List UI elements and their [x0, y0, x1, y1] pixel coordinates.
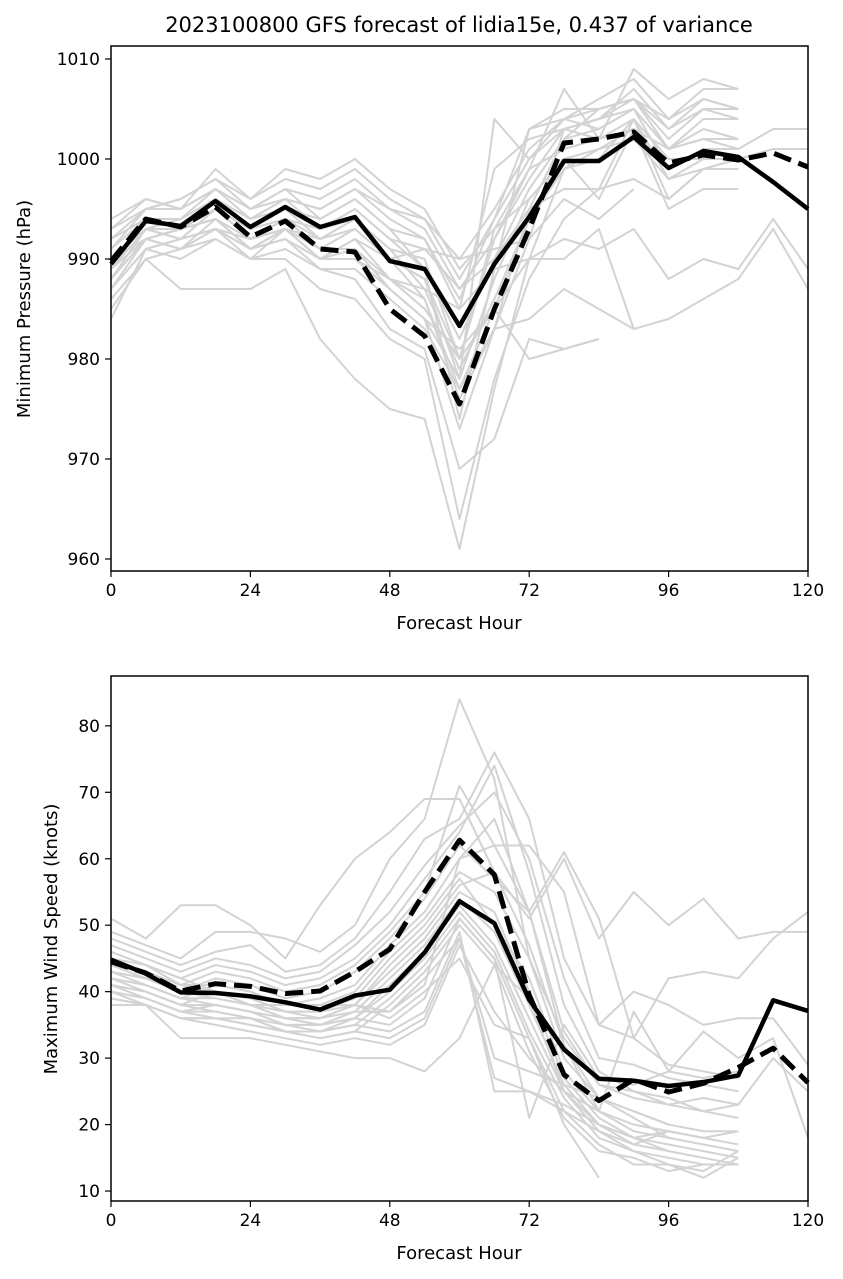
pressure-y-axis-label: Minimum Pressure (hPa) [14, 200, 35, 418]
pressure-y-tick-label: 1010 [57, 50, 100, 70]
pressure-ensemble-member-line [110, 218, 809, 310]
pressure-x-tick-label: 72 [518, 581, 540, 601]
wind-x-tick-label: 120 [792, 1211, 824, 1231]
wind-x-axis-label: Forecast Hour [396, 1243, 522, 1264]
pressure-x-tick-label: 48 [379, 581, 401, 601]
wind-y-tick-label: 10 [78, 1182, 100, 1202]
wind-ensemble-member-line [110, 844, 809, 1040]
wind-chart: 0 24 48 72 96 120 10 20 30 40 50 60 70 80 Forecast Ho… [41, 675, 824, 1264]
pressure-y-tick-label: 970 [68, 450, 100, 470]
wind-x-tick-label: 48 [379, 1211, 401, 1231]
pressure-y-tick-label: 980 [68, 350, 100, 370]
wind-ensemble-member-line [110, 937, 669, 1126]
chart-title: 2023100800 GFS forecast of lidia15e, 0.4… [165, 13, 753, 37]
wind-y-tick-label: 70 [78, 783, 100, 803]
wind-ensemble-mean-line [110, 837, 810, 1104]
wind-y-tick-label: 80 [78, 717, 100, 737]
pressure-chart: 0 24 48 72 96 120 960 970 980 990 1000 1010 Forecas… [14, 45, 824, 634]
wind-axes: 0 24 48 72 96 120 10 20 30 40 50 60 70 80 [78, 675, 824, 1231]
pressure-ensemble-member-line [110, 148, 600, 550]
wind-deterministic-line [110, 899, 809, 1089]
wind-y-tick-label: 40 [78, 983, 100, 1003]
wind-x-tick-label: 24 [240, 1211, 262, 1231]
pressure-ensemble-member-line [110, 68, 739, 270]
wind-ensemble-member-line [110, 797, 808, 960]
pressure-y-tick-label: 960 [68, 550, 100, 570]
pressure-ensemble-member-line [110, 228, 600, 360]
wind-x-tick-label: 72 [518, 1211, 540, 1231]
wind-ensemble-member-line [110, 817, 809, 1139]
pressure-x-tick-label: 96 [658, 581, 680, 601]
wind-ensemble-member-line [110, 944, 669, 1139]
wind-ensemble-member-line [111, 964, 669, 1139]
wind-y-tick-label: 30 [78, 1049, 100, 1069]
pressure-x-tick-label: 24 [240, 581, 262, 601]
wind-ensemble-member-line [110, 950, 600, 1179]
wind-y-tick-label: 60 [78, 850, 100, 870]
pressure-y-tick-label: 990 [68, 250, 100, 270]
wind-lines [110, 698, 810, 1179]
wind-x-tick-label: 96 [658, 1211, 680, 1231]
wind-ensemble-member-line [110, 791, 739, 1093]
pressure-plot-frame [110, 45, 809, 572]
pressure-x-tick-label: 120 [792, 581, 824, 601]
wind-ensemble-member-line [110, 917, 739, 1119]
pressure-y-tick-label: 1000 [57, 150, 100, 170]
pressure-ensemble-member-line [110, 228, 600, 470]
pressure-ensemble-member-line [110, 158, 739, 520]
wind-y-tick-label: 50 [78, 916, 100, 936]
wind-y-axis-label: Maximum Wind Speed (knots) [41, 804, 62, 1075]
pressure-axes: 0 24 48 72 96 120 960 970 980 990 1000 1010 [57, 45, 824, 601]
pressure-lines [109, 68, 810, 550]
wind-plot-frame [110, 675, 809, 1202]
pressure-x-axis-label: Forecast Hour [396, 613, 522, 634]
pressure-x-tick-label: 0 [106, 581, 117, 601]
wind-x-tick-label: 0 [106, 1211, 117, 1231]
pressure-ensemble-mean-line [109, 129, 809, 407]
pressure-deterministic-line [109, 134, 810, 329]
wind-ensemble-member-line [110, 764, 809, 1106]
wind-ensemble-member-line [110, 930, 669, 1153]
pressure-ensemble-member-line [110, 118, 739, 380]
wind-y-tick-label: 20 [78, 1116, 100, 1136]
